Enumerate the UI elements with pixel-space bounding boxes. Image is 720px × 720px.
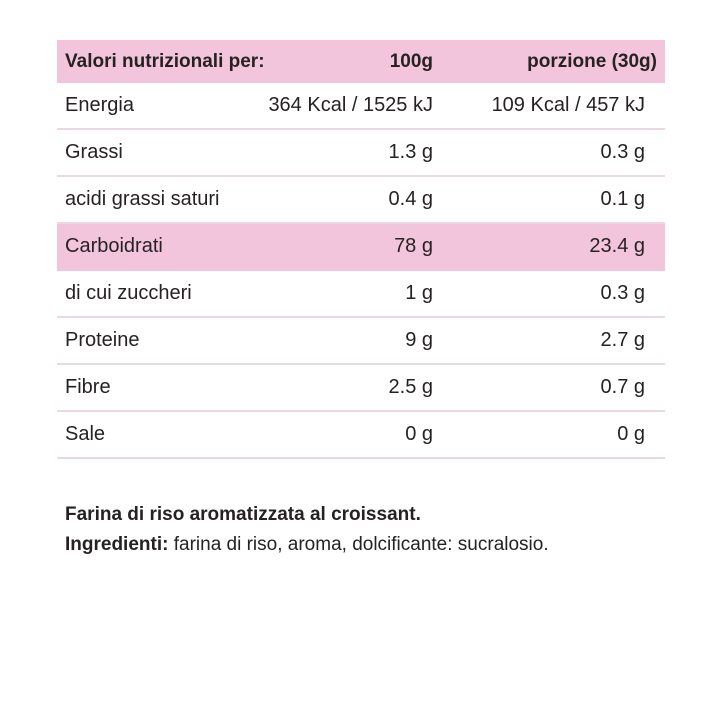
value-per-100g: 9 g xyxy=(405,329,433,351)
table-row-grassi: Grassi 1.3 g 0.3 g xyxy=(57,130,665,177)
row-label: di cui zuccheri xyxy=(65,282,192,304)
table-header-row: Valori nutrizionali per: 100g porzione (… xyxy=(57,40,665,83)
value-per-100g: 364 Kcal / 1525 kJ xyxy=(268,94,433,116)
ingredients-text: farina di riso, aroma, dolcificante: suc… xyxy=(173,534,549,555)
header-label: Valori nutrizionali per: xyxy=(65,50,265,72)
table-row-zuccheri: di cui zuccheri 1 g 0.3 g xyxy=(57,271,665,318)
value-per-portion: 2.7 g xyxy=(600,329,645,351)
table-row-proteine: Proteine 9 g 2.7 g xyxy=(57,318,665,365)
value-per-100g: 78 g xyxy=(394,235,433,257)
table-row-fibre: Fibre 2.5 g 0.7 g xyxy=(57,365,665,412)
value-per-100g: 1 g xyxy=(405,282,433,304)
value-per-portion: 0.7 g xyxy=(600,376,645,398)
ingredients-line: Ingredienti: farina di riso, aroma, dolc… xyxy=(65,530,665,560)
value-per-portion: 0 g xyxy=(617,423,645,445)
product-description: Farina di riso aromatizzata al croissant… xyxy=(65,504,421,525)
table-row-carboidrati: Carboidrati 78 g 23.4 g xyxy=(57,224,665,271)
header-col-portion: porzione (30g) xyxy=(527,50,657,72)
row-label: Fibre xyxy=(65,376,111,398)
value-per-portion: 23.4 g xyxy=(589,235,645,257)
header-col-100g: 100g xyxy=(389,50,433,72)
row-label: Grassi xyxy=(65,141,123,163)
row-label: Carboidrati xyxy=(65,235,163,257)
value-per-100g: 2.5 g xyxy=(388,376,433,398)
nutrition-table: Valori nutrizionali per: 100g porzione (… xyxy=(57,40,665,459)
table-row-grassi-saturi: acidi grassi saturi 0.4 g 0.1 g xyxy=(57,177,665,224)
table-row-energia: Energia 364 Kcal / 1525 kJ 109 Kcal / 45… xyxy=(57,83,665,130)
row-label: acidi grassi saturi xyxy=(65,188,220,210)
value-per-portion: 0.1 g xyxy=(600,188,645,210)
value-per-100g: 1.3 g xyxy=(388,141,433,163)
row-label: Sale xyxy=(65,423,106,445)
ingredients-label: Ingredienti: xyxy=(65,534,169,555)
table-row-sale: Sale 0 g 0 g xyxy=(57,412,665,459)
value-per-portion: 0.3 g xyxy=(600,141,645,163)
row-label: Proteine xyxy=(65,329,140,351)
value-per-100g: 0 g xyxy=(405,423,433,445)
value-per-portion: 109 Kcal / 457 kJ xyxy=(491,94,645,116)
footer-text: Farina di riso aromatizzata al croissant… xyxy=(65,500,665,560)
row-label: Energia xyxy=(65,94,134,116)
value-per-100g: 0.4 g xyxy=(388,188,433,210)
value-per-portion: 0.3 g xyxy=(600,282,645,304)
